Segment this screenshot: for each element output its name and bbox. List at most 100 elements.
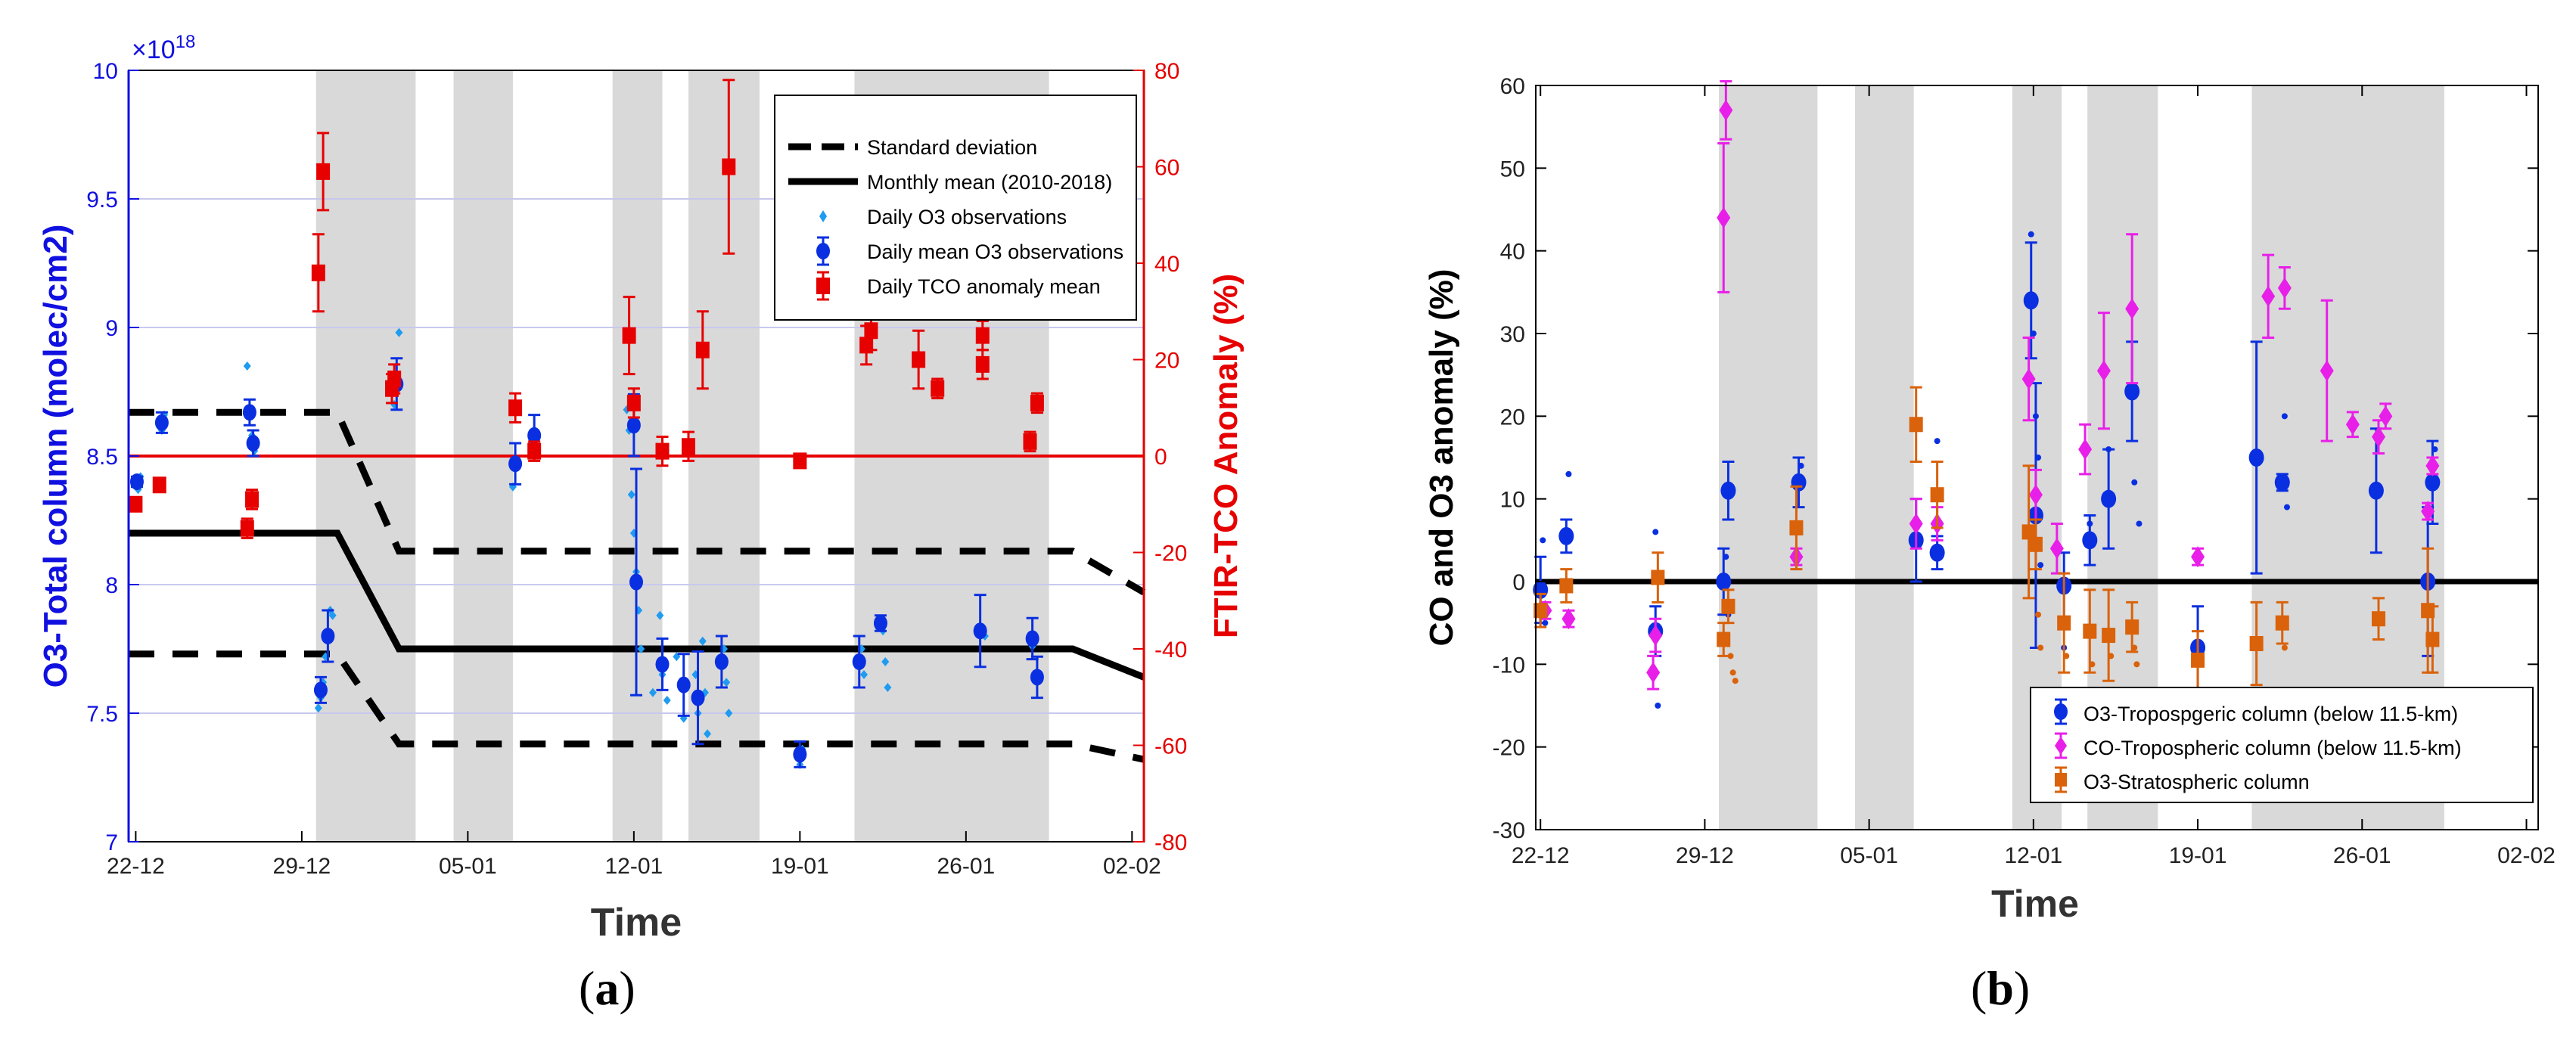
o3-tropospheric-mean-point [2082, 531, 2098, 550]
y-tick-label: 10 [1500, 488, 1525, 513]
daily-o3-point [860, 670, 869, 679]
x-tick-label: 02-02 [2497, 843, 2556, 868]
daily-mean-o3-point [321, 628, 335, 644]
series-point [2037, 644, 2044, 651]
legend-entry-label: Daily mean O3 observations [867, 241, 1123, 263]
panel-label-a: (a) [579, 961, 635, 1015]
x-tick-label: 19-01 [2169, 843, 2227, 868]
legend-entry-label: CO-Tropospheric column (below 11.5-km) [2083, 737, 2462, 759]
x-axis-title: Time [1991, 883, 2079, 925]
o3-stratospheric-mean-point [1533, 603, 1548, 619]
tco-anomaly-point [722, 158, 736, 175]
daily-mean-o3-point [508, 455, 523, 473]
y-axis-title-right: FTIR-TCO Anomaly (%) [1207, 274, 1244, 638]
std-lower-line [129, 650, 1145, 763]
y-tick-label-left: 10 [93, 59, 118, 84]
series-point [2131, 479, 2138, 486]
daily-mean-o3-point [714, 653, 729, 670]
tco-anomaly-point [387, 371, 402, 387]
series-point [1565, 470, 1572, 477]
co-tropospheric-mean-point [1561, 608, 1576, 630]
y-tick-label: -20 [1493, 736, 1525, 761]
o3-stratospheric-mean-point [1789, 520, 1804, 535]
daily-o3-point [884, 683, 892, 692]
co-tropospheric-mean-point [2125, 298, 2139, 320]
tco-anomaly-point [527, 442, 542, 460]
tco-anomaly-point [316, 163, 331, 180]
daily-mean-o3-point [793, 746, 807, 763]
legend-entry-label: Monthly mean (2010-2018) [867, 171, 1112, 194]
series-point [2037, 562, 2044, 569]
co-tropospheric-mean-point [2379, 405, 2393, 427]
o3-tropospheric-mean-point [1791, 473, 1807, 492]
tco-anomaly-point [864, 322, 878, 340]
chart-b: 22-12 29-12 05-01 12-01 19-01 26-01 02-02 -30 -2… [1423, 74, 2556, 925]
plot-frame-b [1535, 85, 2539, 830]
x-tick-label: 22-12 [1512, 843, 1570, 868]
y-exponent-label: ×1018 [132, 32, 195, 64]
daily-mean-o3-point [676, 676, 691, 694]
co-tropospheric-mean-point [1717, 206, 1731, 228]
co-tropospheric-mean-point [1648, 625, 1663, 647]
series-point [1727, 653, 1734, 659]
o3-stratospheric-mean-point [2102, 628, 2116, 644]
tco-anomaly-point [129, 495, 143, 513]
legend-key-daily-mean [816, 243, 830, 259]
daily-o3-point [881, 657, 890, 666]
y-tick-label: 40 [1500, 240, 1525, 265]
o3-tropospheric-mean-point [2368, 481, 2384, 500]
legend-entry-label: Daily O3 observations [867, 206, 1067, 228]
panel-label-b: (b) [1971, 961, 2031, 1015]
daily-mean-o3-point [655, 656, 670, 673]
o3-stratospheric-mean-point [2191, 652, 2205, 668]
y-axis-title-left: O3-Total column (molec/cm2) [37, 225, 74, 688]
legend-a: Standard deviation Monthly mean (2010-201… [774, 95, 1137, 321]
o3-stratospheric-mean-point [2028, 536, 2043, 552]
y-tick-label-right: -40 [1154, 638, 1187, 663]
o3-stratospheric-mean-point [1721, 598, 1735, 614]
tco-anomaly-point [240, 520, 254, 537]
series-point [2028, 231, 2034, 237]
legend-key-o3-stratospheric [2055, 773, 2067, 787]
daily-mean-o3-point [691, 689, 705, 706]
series-point [2281, 644, 2288, 651]
series-point [2283, 504, 2290, 510]
o3-stratospheric-mean-point [2083, 623, 2097, 639]
y-tick-label-left: 8.5 [86, 445, 118, 470]
daily-o3-point [704, 729, 712, 739]
series-point [1540, 537, 1546, 544]
shaded-period [1855, 85, 1914, 830]
daily-mean-o3-point [626, 417, 641, 434]
tco-anomaly-point [152, 476, 166, 494]
x-tick-label: 12-01 [2004, 843, 2062, 868]
y-axis-title: CO and O3 anomaly (%) [1423, 269, 1460, 647]
daily-o3-point [722, 678, 731, 687]
chart-a: 22-12 29-12 05-01 12-01 19-01 26-01 02-02 7 7.5 8… [37, 32, 1244, 945]
co-tropospheric-mean-point [1719, 99, 1733, 121]
series-point [1934, 438, 1941, 445]
legend-b: O3-Tropospgeric column (below 11.5-km) CO… [2030, 687, 2534, 803]
tco-anomaly-point [793, 452, 807, 470]
series-point [2133, 661, 2140, 668]
legend-entry-label: Daily TCO anomaly mean [867, 275, 1101, 298]
y-tick-label-right: 20 [1154, 349, 1179, 374]
y-tick-label-right: 40 [1154, 252, 1179, 277]
co-tropospheric-mean-point [2277, 277, 2292, 299]
y-tick-label-right: -80 [1154, 830, 1187, 855]
tco-anomaly-point [695, 341, 710, 358]
tco-anomaly-point [622, 327, 636, 344]
y-tick-label-left: 8 [105, 573, 118, 598]
legend-key-tco [816, 278, 830, 294]
y-tick-label-left: 7.5 [86, 702, 118, 727]
o3-stratospheric-mean-point [2371, 611, 2385, 627]
tco-anomaly-point [931, 380, 945, 397]
monthly-mean-line [129, 529, 1145, 681]
o3-tropospheric-mean-point [1716, 573, 1732, 591]
legend-box-a [774, 95, 1137, 321]
daily-mean-o3-point [1030, 669, 1044, 686]
daily-mean-o3-point [129, 473, 144, 490]
series-point [1732, 678, 1739, 684]
o3-stratospheric-mean-point [1909, 417, 1923, 433]
tco-anomaly-point [1030, 394, 1044, 411]
legend-entry-label: O3-Tropospgeric column (below 11.5-km) [2083, 703, 2458, 725]
